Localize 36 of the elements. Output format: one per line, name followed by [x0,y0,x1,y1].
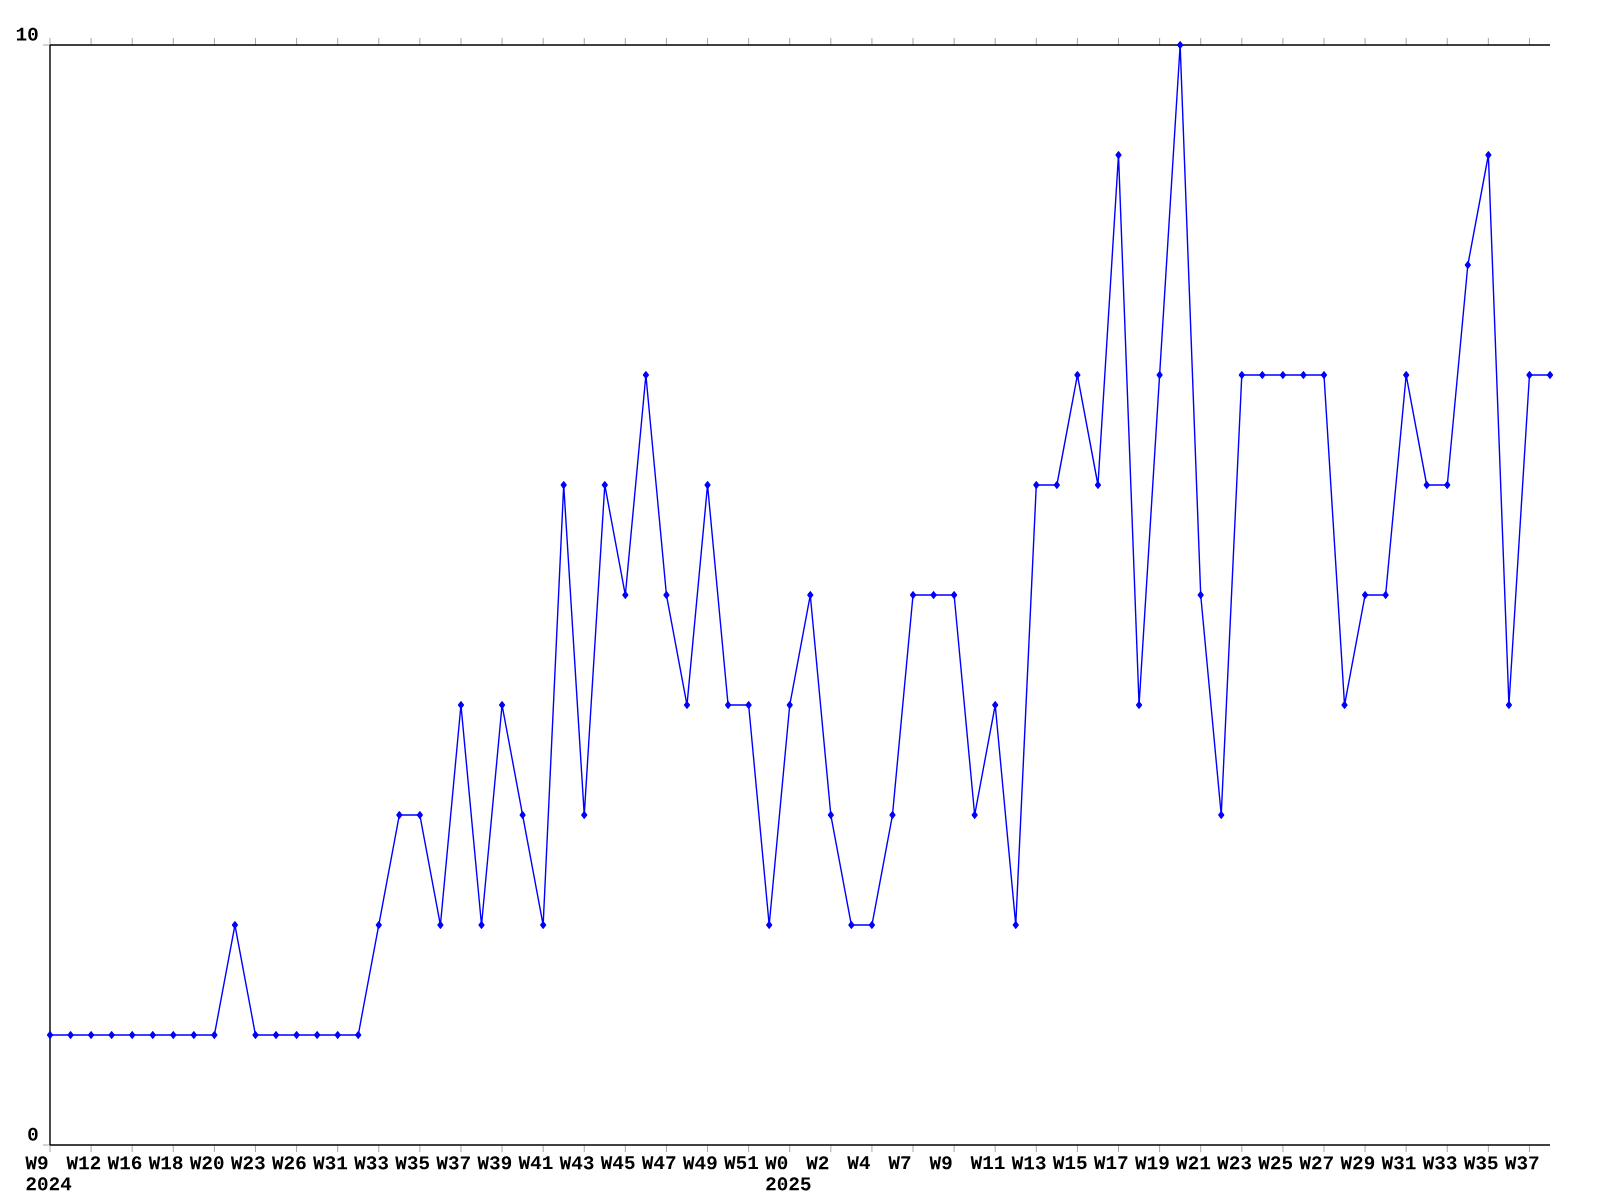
x-tick-label: W13 [1011,1156,1046,1170]
x-tick-label: W19 [1135,1156,1169,1170]
y-tick-label: 0 [28,1127,38,1141]
x-tick-label: W31 [1381,1156,1416,1170]
x-tick-label: W39 [477,1156,512,1170]
x-tick-label: W25 [1258,1156,1293,1170]
x-tick-label: W29 [1340,1156,1375,1170]
x-tick-label: W49 [682,1156,717,1170]
x-tick-label: W35 [395,1156,430,1170]
x-tick-label: W41 [518,1156,553,1169]
x-tick-label: W15 [1052,1156,1087,1170]
x-tick-label: W45 [600,1156,635,1170]
x-tick-label: W27 [1299,1156,1333,1170]
x-tick-label: W43 [559,1156,594,1170]
x-tick-label: W51 [724,1156,759,1170]
x-tick-label: W20 [189,1156,224,1170]
x-tick-label: W26 [271,1156,306,1170]
x-tick-label: W23 [230,1156,265,1170]
x-tick-label: W17 [1093,1156,1128,1169]
x-tick-label: W37 [1504,1156,1539,1170]
x-tick-label: W31 [313,1156,348,1170]
x-tick-label: W9 [929,1156,952,1170]
x-tick-label: W7 [888,1156,911,1169]
x-tick-label: W35 [1463,1156,1498,1170]
x-tick-label: W12 [66,1156,101,1170]
x-tick-label: W47 [641,1156,676,1169]
x-tick-label: W21 [1176,1156,1211,1170]
x-tick-label: W18 [148,1156,183,1170]
x-tick-label: W33 [354,1156,388,1170]
x-tick-label: W11 [970,1156,1005,1169]
x-tick-label: W4 [847,1156,870,1169]
x-tick-label: W37 [436,1156,470,1170]
x-tick-label: W23 [1217,1156,1252,1170]
x-tick-label: W16 [107,1156,142,1170]
y-tick-label: 10 [16,27,38,41]
x-tick-label: W33 [1422,1156,1457,1170]
